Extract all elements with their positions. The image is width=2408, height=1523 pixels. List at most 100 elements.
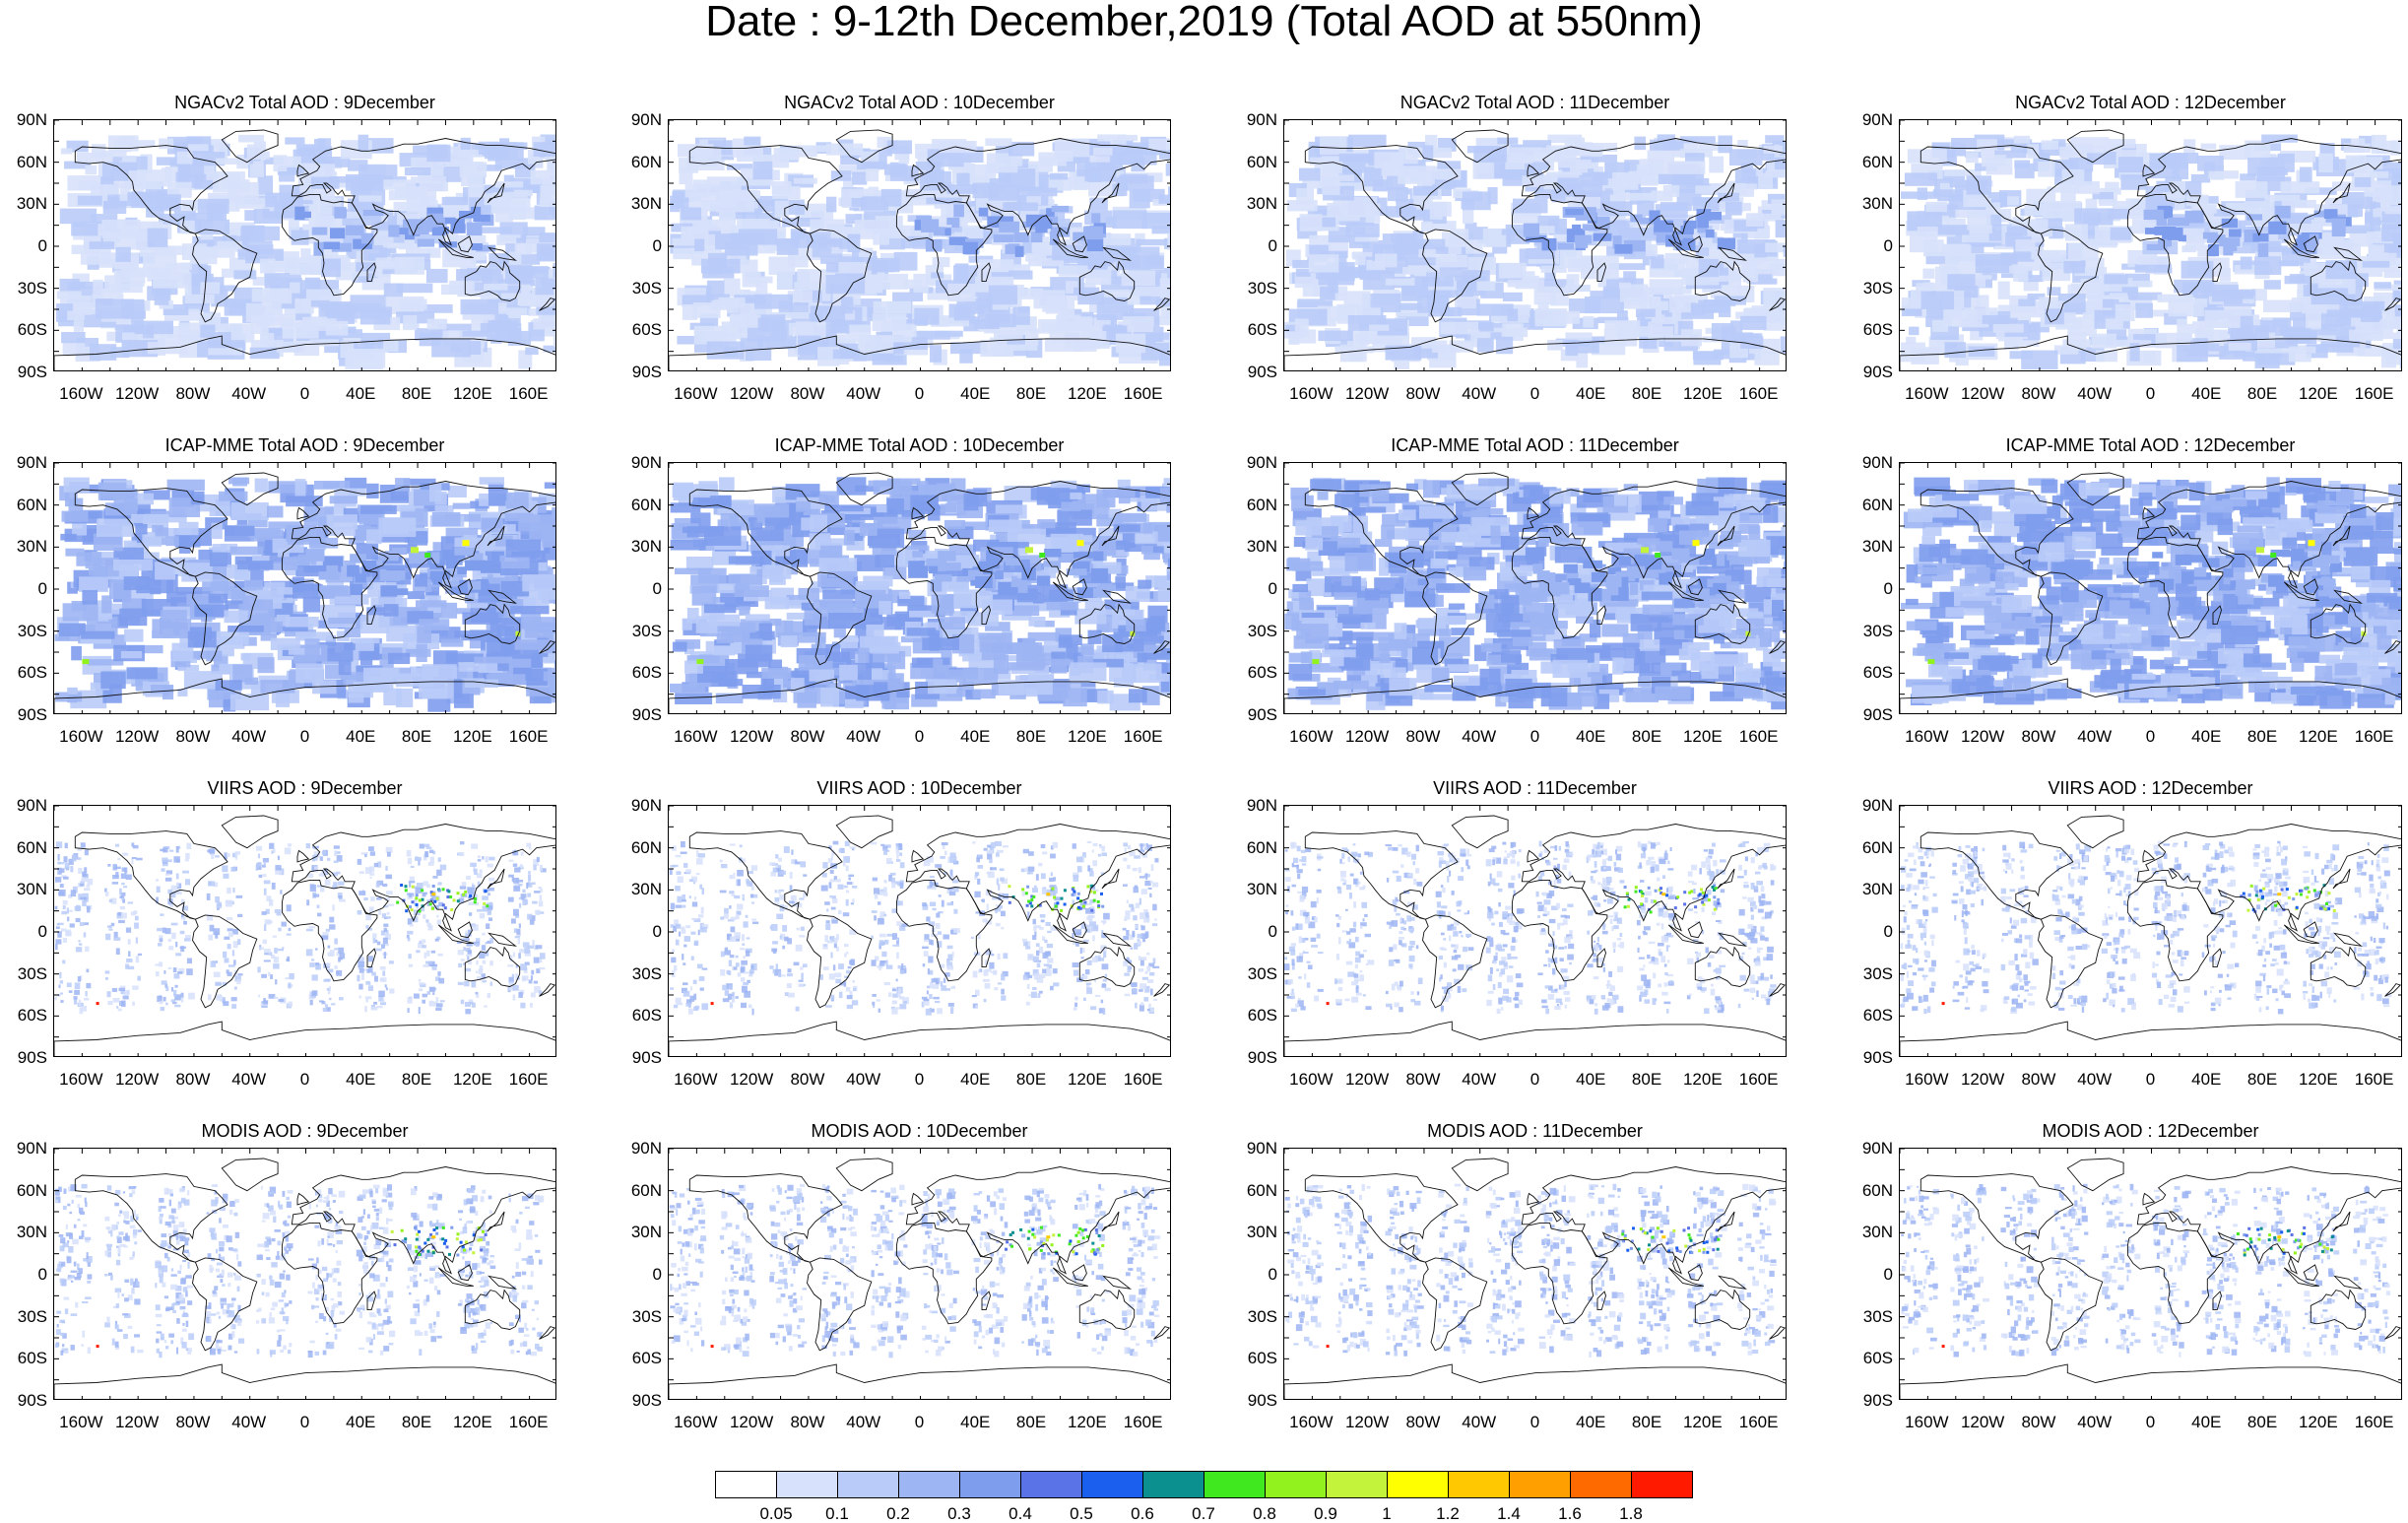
aod-cell <box>935 222 968 229</box>
aod-cell <box>954 263 969 282</box>
aod-cell <box>935 574 952 582</box>
coastline-borneo <box>457 235 473 253</box>
coastline-borneo <box>2303 235 2318 253</box>
aod-cell <box>1453 188 1471 199</box>
aod-cell <box>1091 213 1101 224</box>
coastline-namerica <box>688 145 843 234</box>
aod-cell <box>2228 342 2251 351</box>
aod-cell <box>2080 145 2107 154</box>
aod-cell <box>82 590 98 605</box>
aod-cell <box>187 212 213 224</box>
aod-cell <box>329 176 354 183</box>
aod-cell <box>233 270 257 280</box>
aod-cell <box>358 195 382 202</box>
aod-cell <box>1013 232 1029 242</box>
coastline-australia <box>2310 260 2367 301</box>
aod-cell <box>913 330 950 340</box>
aod-cell <box>525 347 539 356</box>
aod-cell <box>2146 243 2168 251</box>
lon-tick-label: 0 <box>2145 384 2156 403</box>
coastline-samerica <box>1422 229 1488 323</box>
aod-cell <box>930 658 944 667</box>
aod-cell <box>2392 290 2401 302</box>
aod-cell <box>2362 260 2390 268</box>
aod-cell <box>526 668 548 686</box>
aod-cell <box>1310 157 1338 166</box>
aod-cell <box>230 235 249 246</box>
aod-cell <box>100 671 126 690</box>
aod-cell <box>476 244 496 252</box>
aod-cell <box>429 483 442 502</box>
aod-cell <box>1593 216 1610 225</box>
aod-cell <box>322 241 341 250</box>
aod-cell <box>345 303 381 319</box>
aod-cell <box>2170 181 2186 199</box>
aod-cell <box>2402 283 2403 295</box>
aod-cell <box>2370 217 2381 232</box>
aod-cell <box>1109 489 1136 497</box>
aod-cell <box>175 586 214 595</box>
coastline-uk <box>1527 164 1540 177</box>
aod-cell <box>214 630 249 645</box>
aod-cell <box>2102 298 2115 308</box>
aod-cell <box>1039 157 1067 166</box>
aod-cell <box>790 670 819 677</box>
aod-cell <box>126 667 158 680</box>
aod-cell <box>1737 140 1748 147</box>
aod-cell <box>780 635 798 648</box>
aod-cell <box>1907 211 1942 232</box>
lat-tick-label: 30S <box>1247 278 1277 298</box>
aod-cell <box>1166 499 1170 513</box>
coastline-greenland <box>2066 129 2124 164</box>
aod-cell <box>2289 346 2316 354</box>
aod-cell <box>1163 632 1170 645</box>
aod-cell <box>409 552 427 563</box>
lon-tick-label: 80W <box>175 384 211 403</box>
aod-cell <box>330 228 346 239</box>
aod-cell <box>1008 243 1020 251</box>
aod-cell <box>1066 644 1078 660</box>
panel-title: NGACv2 Total AOD : 11December <box>1399 93 1670 112</box>
aod-cell <box>331 242 353 252</box>
aod-cell <box>166 479 205 492</box>
aod-cell <box>2057 294 2086 313</box>
aod-cell <box>2219 145 2251 161</box>
map-panel <box>1283 119 1787 371</box>
aod-cell <box>856 161 886 170</box>
aod-cell <box>742 630 775 640</box>
aod-cell <box>63 477 90 493</box>
lon-tick-label: 120W <box>114 384 160 403</box>
aod-cell <box>2053 345 2079 355</box>
aod-cell <box>302 316 329 327</box>
aod-cell <box>2145 201 2175 209</box>
aod-cell <box>958 681 974 692</box>
aod-cell <box>1008 528 1047 545</box>
aod-cell <box>863 575 893 587</box>
aod-cell <box>1108 508 1122 518</box>
aod-map <box>1900 120 2403 370</box>
aod-cell <box>210 577 229 596</box>
aod-cell <box>823 504 864 512</box>
aod-cell <box>788 322 814 336</box>
aod-cell <box>2031 250 2061 260</box>
aod-cell <box>793 177 817 184</box>
aod-cell <box>1502 292 1523 301</box>
aod-cell <box>809 669 835 682</box>
aod-cell <box>1135 232 1145 244</box>
aod-cell <box>2013 135 2031 144</box>
aod-cell <box>1513 327 1529 338</box>
aod-cell <box>717 583 736 594</box>
aod-cell <box>417 304 453 313</box>
aod-cell <box>391 547 407 556</box>
aod-cell <box>181 563 213 582</box>
aod-cell <box>1135 286 1167 297</box>
aod-map <box>669 463 1170 713</box>
aod-cell <box>460 137 471 150</box>
aod-cell <box>2112 339 2140 348</box>
aod-cell <box>696 659 704 665</box>
aod-cell <box>2303 262 2331 274</box>
aod-cell <box>1025 214 1048 228</box>
aod-cell <box>460 149 484 158</box>
aod-cell <box>208 593 228 604</box>
aod-cell <box>2244 201 2275 214</box>
